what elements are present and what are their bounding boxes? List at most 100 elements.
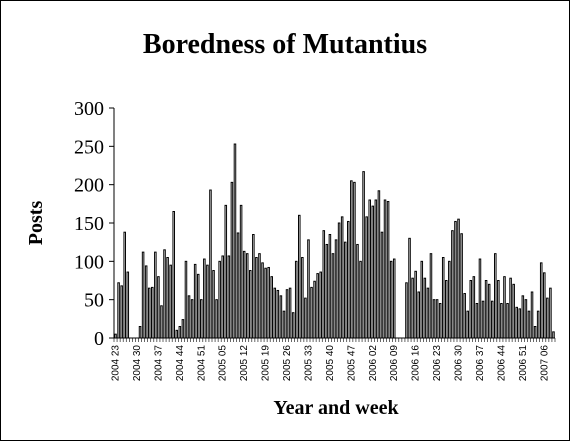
y-tick-label: 150 bbox=[74, 213, 104, 235]
y-tick-label: 250 bbox=[74, 136, 104, 158]
bar bbox=[279, 295, 283, 339]
bar bbox=[206, 264, 209, 339]
bar bbox=[187, 295, 191, 339]
bar bbox=[190, 299, 194, 339]
bar bbox=[347, 220, 350, 339]
bar bbox=[441, 257, 445, 339]
bar bbox=[524, 299, 528, 339]
bar bbox=[546, 297, 549, 339]
bar bbox=[414, 270, 417, 339]
bar bbox=[350, 180, 353, 339]
bar bbox=[552, 331, 555, 339]
bar bbox=[196, 273, 200, 339]
bar bbox=[481, 300, 485, 339]
bar bbox=[239, 204, 243, 339]
x-tick-label: 2005 33 bbox=[303, 345, 314, 382]
x-tick-label: 2004 23 bbox=[111, 345, 122, 382]
bar bbox=[169, 264, 172, 339]
bar bbox=[270, 276, 273, 339]
bar bbox=[141, 251, 145, 339]
bar bbox=[242, 250, 246, 339]
bar bbox=[313, 280, 316, 339]
bar bbox=[475, 303, 479, 339]
bar bbox=[408, 237, 411, 339]
bar bbox=[288, 287, 292, 339]
x-tick-label: 2006 30 bbox=[454, 345, 465, 382]
chart-title: Boredness of Mutantius bbox=[143, 29, 427, 60]
bar bbox=[536, 310, 540, 339]
bar bbox=[245, 253, 249, 339]
bar bbox=[276, 289, 280, 339]
bar bbox=[521, 295, 525, 339]
bar bbox=[543, 272, 546, 339]
bar bbox=[227, 255, 231, 339]
bar bbox=[426, 287, 430, 339]
bar bbox=[503, 276, 506, 339]
bar bbox=[172, 211, 175, 339]
x-tick-label: 2004 51 bbox=[196, 345, 207, 382]
bar bbox=[518, 308, 522, 339]
bar bbox=[463, 293, 466, 339]
x-tick-label: 2005 26 bbox=[282, 345, 293, 382]
x-tick-label: 2005 19 bbox=[261, 345, 272, 382]
x-tick-label: 2004 30 bbox=[132, 345, 143, 382]
bar bbox=[319, 271, 322, 339]
bar bbox=[429, 253, 433, 339]
x-tick-label: 2006 16 bbox=[411, 345, 422, 382]
bar bbox=[221, 255, 224, 339]
x-tick-label: 2006 02 bbox=[368, 345, 379, 382]
x-tick-label: 2004 44 bbox=[175, 345, 186, 382]
y-tick-label: 300 bbox=[74, 98, 104, 120]
bar bbox=[386, 201, 390, 339]
x-tick-label: 2006 51 bbox=[518, 345, 529, 382]
bar bbox=[466, 310, 469, 339]
bar bbox=[316, 273, 319, 339]
bar bbox=[497, 280, 500, 339]
bar bbox=[445, 280, 448, 339]
bar bbox=[515, 306, 518, 339]
bar bbox=[147, 287, 151, 339]
bar bbox=[261, 262, 264, 339]
bar bbox=[203, 258, 206, 339]
bar bbox=[539, 262, 543, 339]
bar bbox=[249, 270, 252, 339]
bar bbox=[166, 257, 169, 339]
bar bbox=[405, 282, 408, 339]
bar bbox=[435, 299, 439, 339]
bar bbox=[304, 297, 307, 339]
x-tick-label: 2005 40 bbox=[325, 345, 336, 382]
bar bbox=[212, 270, 215, 339]
bar bbox=[512, 283, 515, 339]
bar bbox=[114, 333, 117, 339]
bar bbox=[117, 282, 120, 339]
y-tick-label: 100 bbox=[74, 251, 104, 273]
bar bbox=[533, 326, 537, 339]
bar bbox=[457, 218, 460, 339]
x-tick-label: 2005 12 bbox=[239, 345, 250, 382]
bar bbox=[328, 234, 332, 339]
bar bbox=[291, 312, 295, 339]
x-tick-label: 2004 37 bbox=[153, 345, 164, 382]
x-tick-label: 2006 37 bbox=[475, 345, 486, 382]
bar bbox=[285, 289, 289, 339]
y-tick-label: 50 bbox=[84, 290, 104, 312]
bar bbox=[359, 260, 362, 339]
bar bbox=[438, 303, 442, 339]
x-tick-label: 2006 09 bbox=[389, 345, 400, 382]
bar bbox=[362, 171, 365, 339]
bar bbox=[380, 231, 384, 339]
bar bbox=[494, 253, 497, 339]
bar bbox=[230, 181, 234, 339]
bar bbox=[334, 239, 338, 339]
bar bbox=[123, 231, 126, 339]
bar bbox=[487, 283, 491, 339]
bar bbox=[258, 253, 261, 339]
bar bbox=[549, 287, 552, 339]
bar bbox=[472, 276, 476, 339]
bar bbox=[374, 199, 378, 339]
bar bbox=[340, 216, 344, 339]
bar bbox=[181, 319, 185, 339]
bar bbox=[193, 263, 197, 339]
